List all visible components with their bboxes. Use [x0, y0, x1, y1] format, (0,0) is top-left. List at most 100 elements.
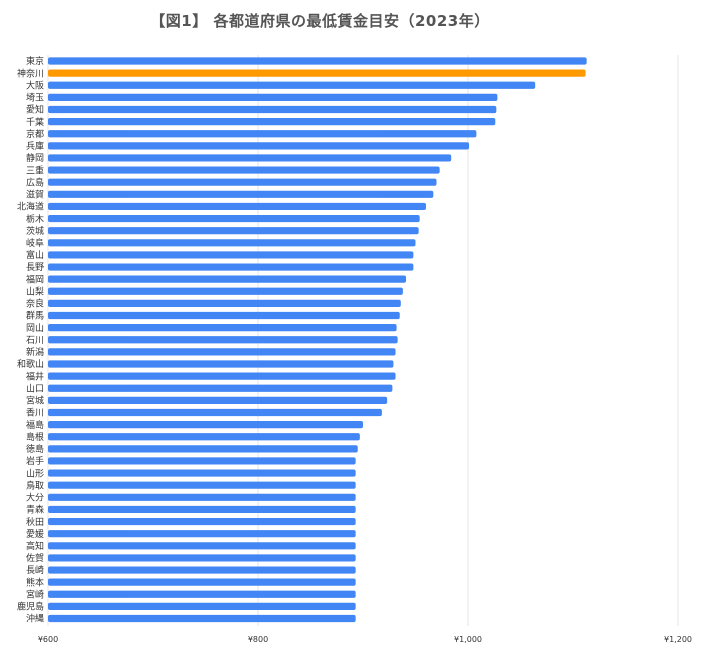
- category-label: 大分: [26, 492, 44, 504]
- bar: [48, 69, 586, 77]
- bar: [48, 142, 470, 150]
- category-label: 神奈川: [17, 67, 44, 79]
- category-label: 北海道: [17, 201, 44, 213]
- bar: [48, 348, 396, 356]
- bar: [48, 130, 477, 138]
- bar: [48, 590, 356, 598]
- bar: [48, 445, 358, 453]
- category-label: 山口: [26, 383, 44, 394]
- category-label: 山形: [26, 467, 44, 479]
- bar: [48, 311, 400, 320]
- bar: [48, 505, 356, 514]
- category-label: 愛媛: [26, 528, 44, 540]
- category-label: 山梨: [26, 285, 44, 297]
- bars: [48, 57, 587, 623]
- category-labels: 東京神奈川大阪埼玉愛知千葉京都兵庫静岡三重広島滋賀北海道栃木茨城岐阜富山長野福岡…: [17, 55, 44, 625]
- category-label: 愛知: [26, 104, 44, 116]
- category-label: 佐賀: [26, 552, 44, 564]
- bar: [48, 105, 497, 114]
- bar: [48, 554, 356, 562]
- bar: [48, 384, 393, 392]
- category-label: 富山: [26, 249, 44, 261]
- bar: [48, 299, 401, 307]
- bar: [48, 360, 394, 368]
- bar: [48, 263, 414, 271]
- bar: [48, 202, 426, 211]
- bar: [48, 457, 356, 465]
- x-tick-labels: ¥600 ¥800 ¥1,000 ¥1,200: [38, 635, 692, 644]
- category-label: 静岡: [26, 152, 44, 164]
- category-label: 東京: [26, 55, 44, 67]
- x-tick-label: ¥800: [248, 635, 268, 644]
- bar: [48, 433, 360, 441]
- bar: [48, 81, 536, 89]
- bar: [48, 214, 420, 223]
- bar: [48, 239, 416, 247]
- bar: [48, 287, 403, 295]
- bar: [48, 336, 398, 344]
- x-tick-label: ¥1,000: [454, 635, 482, 644]
- category-label: 埼玉: [26, 92, 44, 104]
- bar: [48, 566, 356, 574]
- bar: [48, 57, 587, 65]
- category-label: 茨城: [26, 225, 44, 237]
- bar: [48, 602, 356, 610]
- category-label: 岐阜: [26, 237, 44, 249]
- bar: [48, 408, 382, 417]
- category-label: 鹿児島: [17, 601, 44, 613]
- category-label: 群馬: [26, 310, 44, 322]
- bar: [48, 530, 356, 538]
- bar: [48, 166, 440, 174]
- bar: [48, 251, 414, 259]
- bar: [48, 481, 356, 489]
- category-label: 沖縄: [26, 613, 44, 625]
- category-label: 滋賀: [26, 189, 44, 201]
- bar: [48, 614, 356, 623]
- bar: [48, 542, 356, 550]
- bar: [48, 178, 437, 186]
- x-tick-label: ¥600: [38, 635, 58, 644]
- category-label: 三重: [26, 164, 44, 176]
- category-label: 宮城: [26, 395, 44, 407]
- category-label: 宮崎: [26, 588, 44, 600]
- category-label: 和歌山: [17, 358, 44, 370]
- category-label: 新潟: [26, 346, 44, 358]
- category-label: 徳島: [26, 443, 44, 455]
- bar: [48, 517, 356, 526]
- bar: [48, 493, 356, 501]
- bar: [48, 396, 388, 404]
- bar: [48, 275, 407, 283]
- category-label: 長崎: [26, 564, 44, 576]
- category-label: 高知: [26, 540, 44, 552]
- category-label: 栃木: [26, 213, 44, 225]
- category-label: 長野: [26, 262, 44, 273]
- category-label: 熊本: [26, 576, 44, 588]
- category-label: 大阪: [26, 79, 44, 91]
- bar: [48, 372, 396, 380]
- category-label: 青森: [26, 504, 44, 516]
- category-label: 福井: [26, 370, 44, 382]
- category-label: 兵庫: [26, 140, 44, 152]
- category-label: 岡山: [26, 323, 44, 334]
- category-label: 島根: [26, 431, 44, 443]
- category-label: 福島: [26, 419, 44, 431]
- bar: [48, 469, 356, 477]
- category-label: 石川: [26, 336, 44, 346]
- category-label: 京都: [26, 128, 44, 140]
- bar: [48, 421, 363, 429]
- bar: [48, 93, 498, 101]
- bar: [48, 154, 452, 162]
- category-label: 香川: [26, 408, 44, 419]
- category-label: 奈良: [26, 298, 44, 310]
- category-label: 岩手: [26, 455, 44, 467]
- chart-title: 【図1】 各都道府県の最低賃金目安（2023年）: [150, 12, 490, 30]
- category-label: 鳥取: [26, 479, 44, 491]
- bar: [48, 578, 356, 586]
- category-label: 福岡: [26, 273, 44, 285]
- bar: [48, 190, 434, 198]
- bar: [48, 227, 419, 235]
- category-label: 広島: [26, 176, 44, 188]
- category-label: 千葉: [26, 116, 44, 128]
